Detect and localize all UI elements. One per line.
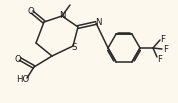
Text: HO: HO	[16, 74, 30, 84]
Text: F: F	[158, 54, 163, 64]
Text: O: O	[15, 54, 21, 64]
Text: S: S	[71, 43, 77, 52]
Text: F: F	[161, 35, 166, 43]
Text: F: F	[164, 44, 169, 53]
Text: N: N	[59, 11, 65, 19]
Text: N: N	[95, 18, 101, 26]
Text: O: O	[28, 6, 34, 15]
